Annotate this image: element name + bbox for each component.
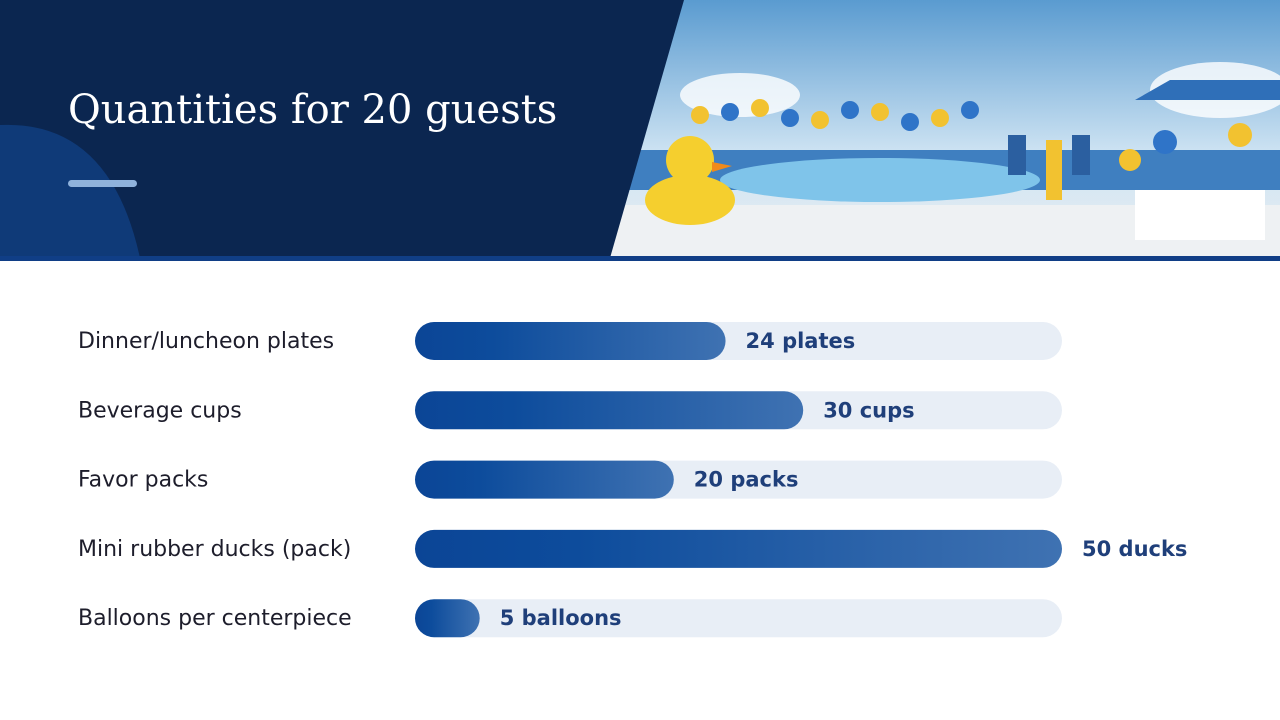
category-label: Beverage cups (78, 398, 242, 423)
value-label: 24 plates (746, 329, 856, 353)
category-label: Mini rubber ducks (pack) (78, 537, 351, 562)
value-label: 5 balloons (500, 606, 622, 630)
chart-title: Quantities for 20 guests (68, 87, 557, 133)
header-illustration (600, 0, 1280, 258)
bar (415, 529, 1062, 568)
category-label: Favor packs (78, 468, 208, 493)
header-shape (0, 124, 140, 259)
value-label: 50 ducks (1082, 537, 1187, 561)
value-label: 20 packs (694, 468, 799, 492)
bar (415, 391, 804, 430)
category-label: Dinner/luncheon plates (78, 329, 334, 354)
title-accent (68, 180, 137, 187)
value-label: 30 cups (823, 398, 914, 422)
bar (415, 322, 726, 360)
header-panel (0, 0, 684, 258)
bar (415, 599, 480, 638)
category-label: Balloons per centerpiece (78, 606, 352, 631)
bar-track (415, 599, 1062, 638)
header-rule (0, 256, 1280, 261)
bar (415, 460, 674, 499)
